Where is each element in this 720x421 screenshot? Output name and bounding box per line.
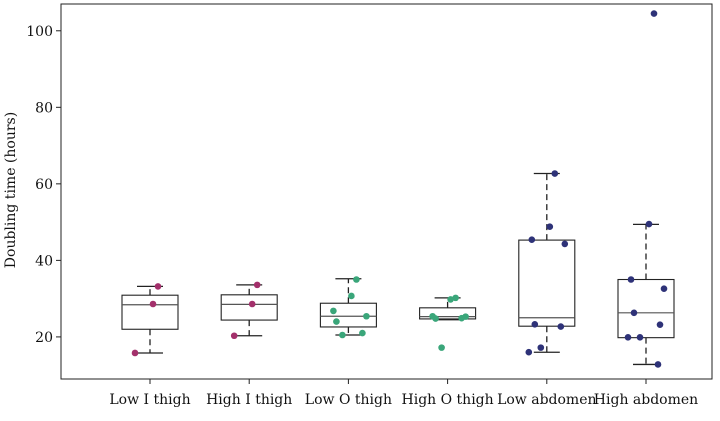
data-point-4-2 [528,236,536,244]
data-point-5-4 [630,309,638,317]
box-1 [220,284,278,337]
data-point-1-0 [253,281,261,289]
data-point-4-3 [561,240,569,248]
data-point-5-2 [627,276,635,283]
data-point-0-1 [149,300,157,308]
data-point-2-1 [348,292,355,300]
data-point-3-5 [458,314,465,322]
data-point-4-6 [537,344,545,351]
data-point-0-2 [131,349,139,357]
data-point-4-5 [557,323,565,330]
data-point-5-0 [650,10,658,17]
x-tick-label-3: High O thigh [402,392,494,408]
x-axis: Low I thigh High I thigh Low O thigh High O… [109,379,698,408]
data-point-5-6 [636,333,644,341]
box-4 [518,172,576,353]
data-point-3-4 [432,315,439,322]
data-point-4-0 [551,170,559,177]
x-tick-label-2: Low O thigh [305,392,392,408]
box-2 [319,278,377,336]
box-body-1 [220,294,278,321]
data-point-4-7 [525,348,533,356]
data-point-1-1 [248,300,256,308]
data-point-2-2 [330,307,337,315]
y-tick-label-60: 60 [35,177,53,193]
data-point-5-7 [624,333,632,341]
box-0 [121,285,179,354]
data-point-2-0 [353,276,360,283]
y-tick-label-100: 100 [26,24,53,40]
x-tick-label-1: High I thigh [206,392,292,408]
y-axis-label: Doubling time (hours) [3,112,19,268]
data-point-2-5 [359,329,366,337]
data-point-2-6 [339,331,346,339]
box-body-0 [121,294,179,330]
points [131,10,668,368]
data-point-5-1 [645,220,653,228]
data-point-4-4 [531,320,539,328]
data-point-1-2 [230,332,238,340]
y-axis: 20 40 60 80 100 [26,24,61,346]
box-body-4 [518,239,576,327]
data-point-0-0 [154,283,162,290]
data-point-4-1 [546,223,554,231]
y-tick-label-20: 20 [35,330,53,346]
box-body-3 [419,307,477,320]
y-tick-label-40: 40 [35,253,53,269]
x-tick-label-5: High abdomen [594,392,698,408]
box-5 [617,223,675,366]
data-point-3-0 [452,294,459,302]
x-tick-label-4: Low abdomen [497,392,596,408]
data-point-2-3 [363,312,370,320]
data-point-2-4 [333,318,340,325]
boxes [121,172,675,366]
data-point-3-6 [438,344,445,351]
data-point-5-8 [654,361,662,368]
data-point-5-3 [660,285,668,292]
data-point-5-5 [656,321,664,328]
data-point-3-1 [447,296,454,303]
plot-frame [60,3,713,380]
y-tick-label-80: 80 [35,100,53,116]
x-tick-label-0: Low I thigh [109,392,190,408]
